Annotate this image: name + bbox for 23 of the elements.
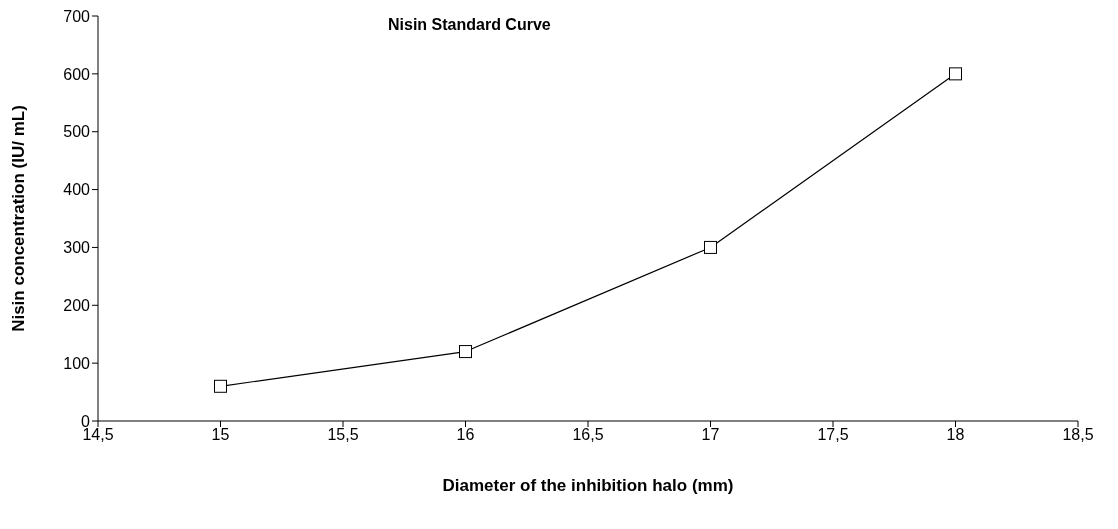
point [214,379,227,393]
y-tick-label: 400 [63,181,91,199]
y-tick-label: 300 [63,239,91,257]
x-tick-label: 17,5 [817,426,849,444]
y-tick-label: 200 [63,296,91,314]
chart-title: Nisin Standard Curve [388,16,551,34]
point [459,345,472,359]
y-tick-label: 700 [63,7,91,25]
point [949,67,962,81]
y-tick-label: 500 [63,123,91,141]
y-tick-label: 600 [63,65,91,83]
point [704,240,717,254]
x-tick-label: 15,5 [327,426,359,444]
y-tick-label: 100 [63,354,91,372]
x-tick-label: 16,5 [572,426,604,444]
x-axis-title: Diameter of the inhibition halo (mm) [442,476,734,495]
x-tick-label: 18 [946,426,965,444]
x-tick-label: 17 [701,426,720,444]
x-tick-label: 16 [456,426,475,444]
x-tick-label: 15 [211,426,230,444]
x-tick-label: 14,5 [82,426,114,444]
x-tick-label: 18,5 [1062,426,1094,444]
y-axis-title: Nisin concentration (IU/ mL) [9,105,29,332]
